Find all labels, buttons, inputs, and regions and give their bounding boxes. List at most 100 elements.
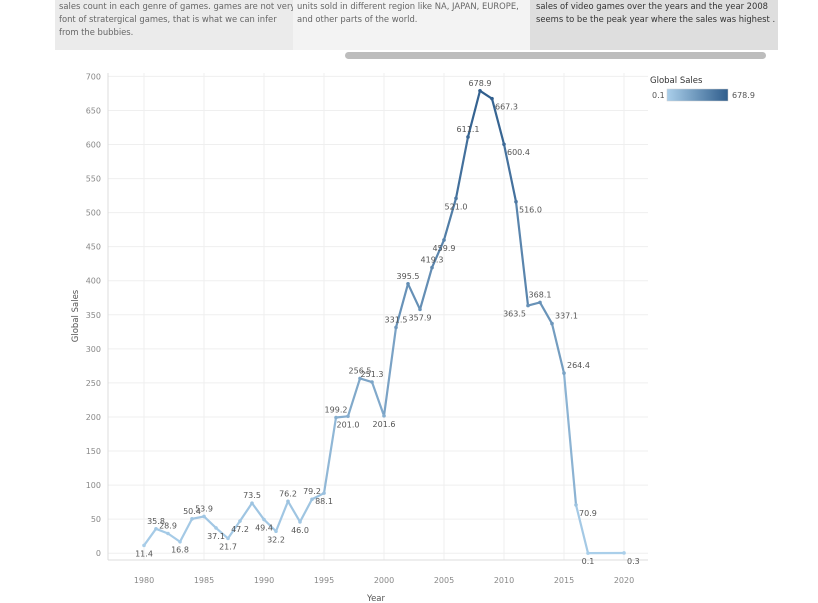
data-point[interactable] [394,325,398,330]
data-point[interactable] [562,371,566,375]
x-tick-label: 1980 [134,576,154,585]
data-point[interactable] [502,142,506,147]
data-label: 667.3 [495,103,518,112]
data-point[interactable] [538,300,542,305]
data-label: 0.3 [627,557,640,566]
y-tick-label: 200 [86,413,101,422]
series-segment [502,143,518,203]
data-point[interactable] [178,539,182,544]
data-label: 337.1 [555,312,578,321]
data-label: 611.1 [457,125,480,134]
series-segment [370,380,386,417]
data-point[interactable] [406,282,410,286]
data-point[interactable] [430,265,434,270]
data-label: 0.1 [582,557,595,566]
data-point[interactable] [382,414,386,418]
data-label: 47.2 [231,525,249,534]
y-tick-label: 50 [91,515,101,524]
data-point[interactable] [250,501,254,505]
series-segment [178,517,194,543]
data-label: 46.0 [291,526,309,535]
data-point[interactable] [334,415,338,420]
series-segment [142,527,158,547]
x-axis-title: Year [366,594,386,603]
series-segment [262,518,278,533]
horizontal-scrollbar[interactable] [345,52,766,59]
data-label: 331.5 [385,315,408,324]
data-label: 395.5 [397,272,420,281]
data-point[interactable] [262,517,266,522]
data-label: 35.8 [147,517,165,526]
series-segment [490,97,506,146]
series-segment [190,515,206,520]
data-point[interactable] [574,503,578,507]
series-segment [334,415,350,419]
series-segment [154,527,170,535]
data-point[interactable] [526,303,530,308]
data-point[interactable] [466,135,470,139]
y-tick-label: 400 [86,277,101,286]
series-segment [226,519,242,540]
series-segment [406,282,422,311]
data-point[interactable] [514,199,518,204]
data-point[interactable] [298,520,302,524]
data-point[interactable] [550,321,554,326]
y-axis-title: Global Sales [71,289,81,342]
data-point[interactable] [346,414,350,419]
y-tick-label: 700 [86,72,101,81]
data-point[interactable] [286,499,290,504]
caption-yearly-sales: sales of video games over the years and … [530,0,778,50]
data-label: 79.2 [303,487,321,496]
data-point[interactable] [322,491,326,495]
y-tick-label: 450 [86,243,101,252]
caption-regions: units sold in different region like NA, … [293,0,533,50]
data-label: 600.4 [507,148,530,157]
data-label: 88.1 [315,497,333,506]
data-labels: 11.4 35.828.9 16.8 50.453.9 37.121.7 47.2 73.5… [135,79,640,566]
data-label: 49.4 [255,524,273,533]
data-point[interactable] [478,88,482,93]
caption-line: from the bubbies. [59,27,134,37]
data-point[interactable] [622,551,626,555]
y-tick-label: 100 [86,481,101,490]
data-point[interactable] [418,307,422,312]
data-point[interactable] [370,380,374,384]
data-point[interactable] [142,543,146,548]
data-label: 256.5 [349,366,372,375]
data-point[interactable] [238,519,242,523]
data-point[interactable] [490,96,494,101]
series-segment [286,500,302,523]
data-point[interactable] [442,238,446,242]
x-tick-label: 1995 [314,576,334,585]
series-segment [358,377,374,384]
data-label: 419.3 [421,256,444,265]
y-tick-label: 150 [86,447,101,456]
data-point[interactable] [226,536,230,541]
data-label: 516.0 [519,206,542,215]
data-point[interactable] [190,517,194,521]
data-point[interactable] [214,526,218,530]
data-point[interactable] [358,376,362,381]
series-segment [322,416,338,495]
data-label: 16.8 [171,546,189,555]
series-segment [214,526,230,540]
x-tick-label: 2015 [554,576,574,585]
series-segment [526,301,542,307]
color-legend: Global Sales 0.1 678.9 [650,76,755,102]
data-point[interactable] [586,551,590,555]
y-tick-label: 350 [86,311,101,320]
data-point[interactable] [166,531,170,536]
data-point[interactable] [274,529,278,534]
series-segment [466,89,482,139]
series-segment [550,322,566,375]
series-segment [478,89,494,100]
data-label: 37.1 [207,532,225,541]
series-segment [382,326,398,417]
data-point[interactable] [202,514,206,519]
y-tick-label: 500 [86,209,101,218]
data-label: 28.9 [159,522,177,531]
data-point[interactable] [154,527,158,531]
axes: 0 50 100 150 200 250 300 350 400 450 500 550 600 650 7… [86,72,648,585]
data-point[interactable] [454,196,458,201]
data-point[interactable] [310,497,314,502]
